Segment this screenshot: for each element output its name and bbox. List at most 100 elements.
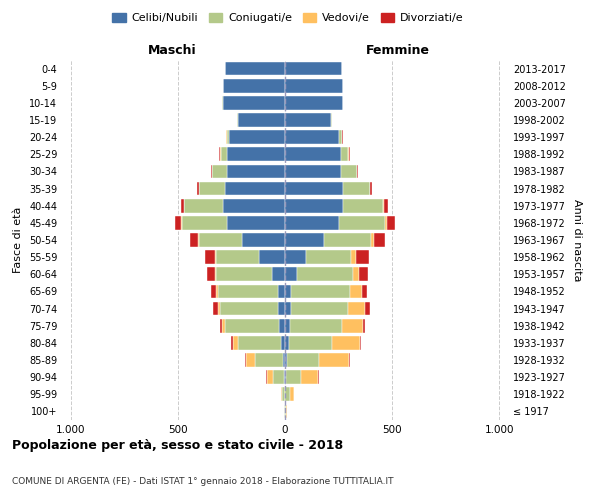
Bar [323,233,371,247]
Bar [353,268,359,281]
Bar [352,250,356,264]
Bar [285,62,342,76]
Bar [227,216,285,230]
Bar [219,148,220,161]
Bar [220,319,222,332]
Bar [281,388,283,401]
Bar [227,164,285,178]
Bar [255,353,283,367]
Bar [341,164,357,178]
Bar [287,353,319,367]
Bar [285,182,343,196]
Bar [343,199,383,212]
Bar [319,353,349,367]
Bar [286,370,301,384]
Bar [385,216,387,230]
Bar [285,268,297,281]
Bar [285,302,292,316]
Text: Maschi: Maschi [148,44,197,57]
Bar [285,336,289,349]
Bar [292,302,348,316]
Bar [338,130,342,144]
Bar [285,96,343,110]
Bar [226,130,227,144]
Legend: Celibi/Nubili, Coniugati/e, Vedovi/e, Divorziati/e: Celibi/Nubili, Coniugati/e, Vedovi/e, Di… [108,8,468,28]
Bar [290,388,294,401]
Bar [182,216,227,230]
Bar [259,250,285,264]
Bar [332,336,360,349]
Bar [277,302,285,316]
Bar [247,353,255,367]
Text: Femmine: Femmine [365,44,430,57]
Bar [285,353,287,367]
Bar [338,216,385,230]
Bar [383,199,388,212]
Bar [363,319,365,332]
Bar [292,284,350,298]
Bar [285,216,338,230]
Bar [233,336,238,349]
Bar [301,370,318,384]
Bar [285,164,341,178]
Bar [217,268,272,281]
Bar [199,233,242,247]
Bar [341,148,348,161]
Bar [223,96,285,110]
Bar [350,284,362,298]
Bar [245,353,247,367]
Bar [227,148,285,161]
Bar [273,370,284,384]
Bar [285,113,331,127]
Bar [359,268,367,281]
Bar [184,199,223,212]
Bar [272,268,285,281]
Bar [286,388,290,401]
Bar [285,199,343,212]
Bar [197,182,199,196]
Bar [225,62,285,76]
Bar [371,233,374,247]
Bar [227,130,229,144]
Bar [331,113,332,127]
Bar [285,79,343,92]
Bar [342,319,363,332]
Bar [289,336,332,349]
Bar [267,370,273,384]
Bar [238,113,285,127]
Bar [215,250,217,264]
Bar [232,336,233,349]
Bar [360,336,361,349]
Bar [370,182,373,196]
Bar [181,199,184,212]
Bar [365,302,370,316]
Bar [225,319,278,332]
Y-axis label: Fasce di età: Fasce di età [13,207,23,273]
Bar [237,113,238,127]
Bar [387,216,395,230]
Bar [374,233,385,247]
Bar [221,148,227,161]
Bar [181,216,182,230]
Bar [238,336,281,349]
Bar [356,250,368,264]
Bar [220,302,277,316]
Bar [285,370,286,384]
Bar [190,233,198,247]
Bar [223,79,285,92]
Bar [283,353,285,367]
Bar [218,284,277,298]
Bar [285,233,323,247]
Bar [175,216,181,230]
Bar [281,336,285,349]
Bar [297,268,353,281]
Bar [213,302,218,316]
Bar [223,199,285,212]
Bar [207,268,215,281]
Bar [290,319,342,332]
Bar [217,284,218,298]
Bar [307,250,352,264]
Bar [205,250,215,264]
Bar [285,250,307,264]
Bar [215,268,217,281]
